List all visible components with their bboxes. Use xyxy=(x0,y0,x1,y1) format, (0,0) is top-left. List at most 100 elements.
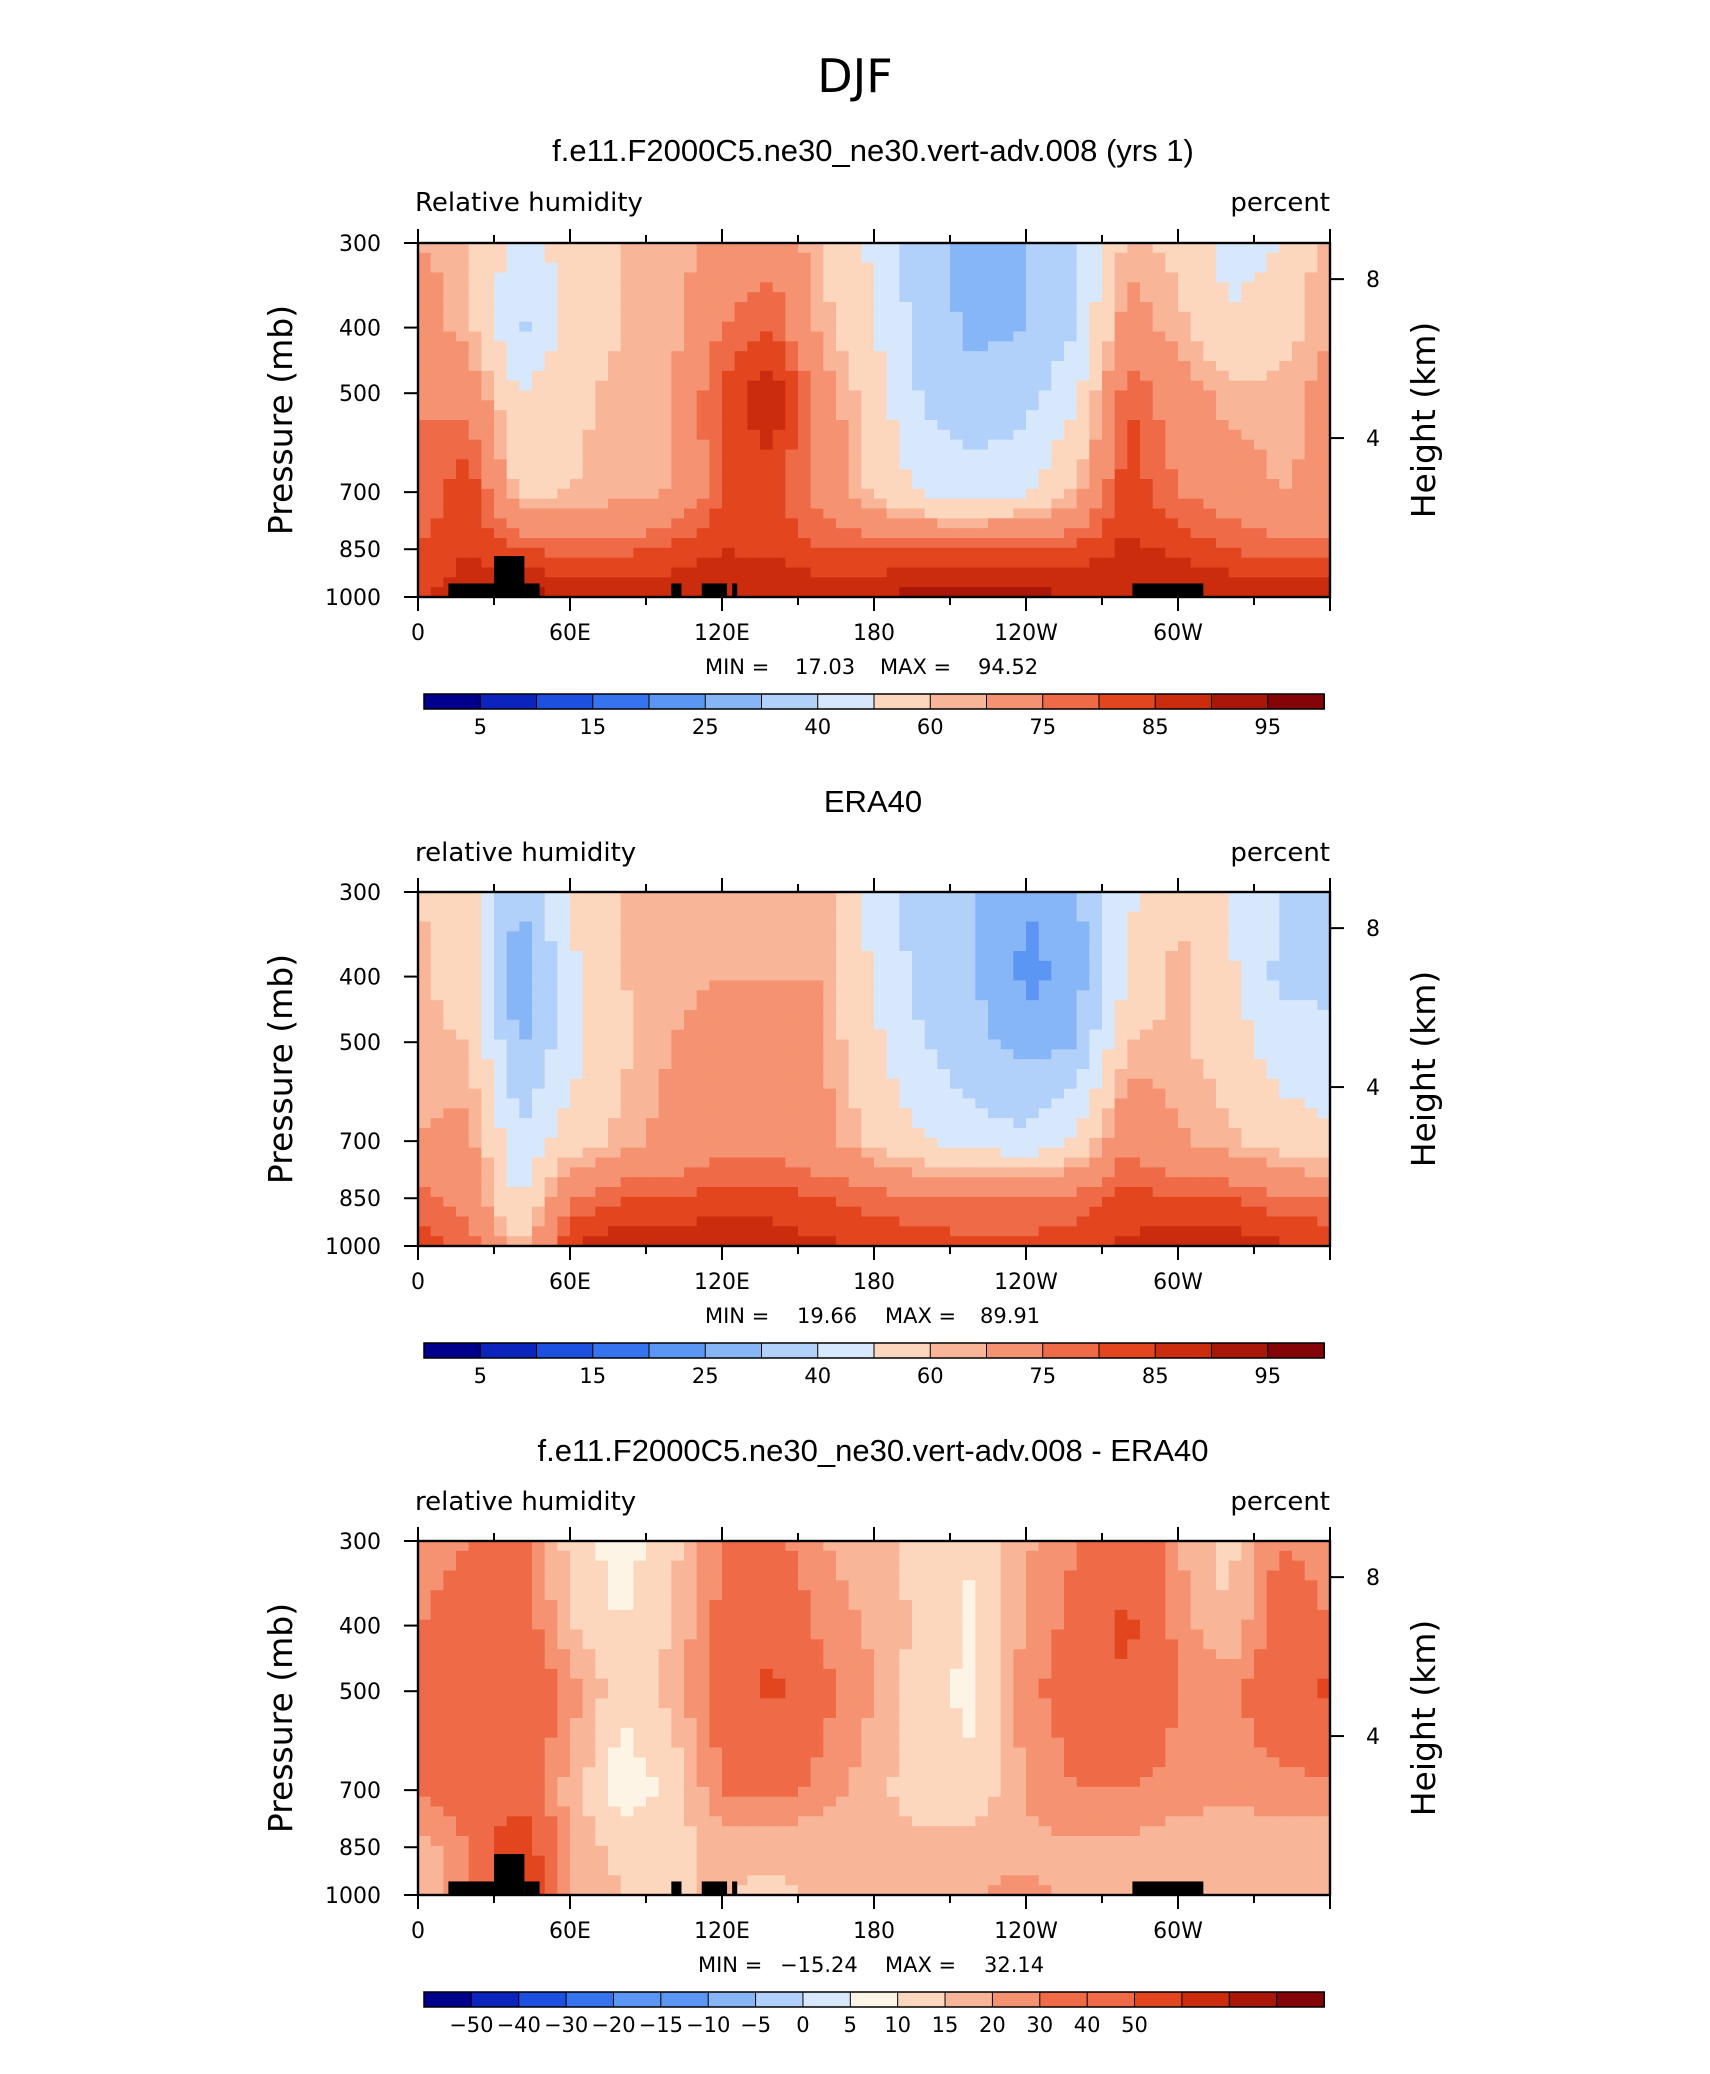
field-cell xyxy=(532,931,546,942)
field-cell xyxy=(646,941,660,952)
field-cell xyxy=(1000,1177,1014,1188)
field-cell xyxy=(1190,302,1204,313)
field-cell xyxy=(1178,439,1192,451)
field-cell xyxy=(1026,272,1040,283)
field-cell xyxy=(912,262,926,274)
field-cell xyxy=(886,901,900,913)
field-cell xyxy=(810,262,824,274)
field-cell xyxy=(874,931,888,942)
field-cell xyxy=(620,980,634,991)
field-cell xyxy=(734,1147,748,1159)
field-cell xyxy=(772,380,786,392)
field-cell xyxy=(823,1059,837,1070)
field-cell xyxy=(443,1137,457,1149)
field-cell xyxy=(836,341,850,352)
field-cell xyxy=(924,1069,938,1080)
field-cell xyxy=(1266,449,1280,460)
field-cell xyxy=(899,1137,913,1149)
field-cell xyxy=(570,1157,584,1168)
field-cell xyxy=(494,479,508,490)
field-cell xyxy=(798,567,812,578)
field-cell xyxy=(1279,1118,1293,1129)
field-cell xyxy=(1241,941,1255,952)
field-cell xyxy=(633,931,647,942)
field-cell xyxy=(924,361,938,372)
field-cell xyxy=(595,302,609,313)
field-cell xyxy=(671,557,685,569)
field-cell xyxy=(1114,960,1128,972)
field-cell xyxy=(810,488,824,500)
field-cell xyxy=(962,518,976,529)
field-cell xyxy=(1228,980,1242,991)
field-cell xyxy=(747,1098,761,1109)
field-cell xyxy=(1292,1177,1306,1188)
field-cell xyxy=(734,311,748,323)
field-cell xyxy=(798,351,812,362)
field-cell xyxy=(1190,508,1204,519)
field-cell xyxy=(456,459,470,470)
field-cell xyxy=(861,1187,875,1198)
field-cell xyxy=(760,901,774,913)
field-cell xyxy=(886,980,900,991)
field-cell xyxy=(582,557,596,569)
field-cell xyxy=(950,970,964,982)
field-cell xyxy=(456,1167,470,1178)
field-cell xyxy=(671,272,685,283)
field-cell xyxy=(798,1049,812,1060)
field-cell xyxy=(1241,361,1255,372)
field-cell xyxy=(557,1147,571,1159)
field-cell xyxy=(772,292,786,303)
field-cell xyxy=(785,390,799,401)
field-cell xyxy=(1228,1147,1242,1159)
field-cell xyxy=(1292,951,1306,962)
field-cell xyxy=(1304,439,1318,451)
field-cell xyxy=(430,528,444,539)
field-cell xyxy=(747,1177,761,1188)
field-cell xyxy=(430,1187,444,1198)
field-cell xyxy=(658,321,672,333)
field-cell xyxy=(924,351,938,362)
field-cell xyxy=(1026,262,1040,274)
field-cell xyxy=(506,960,520,972)
field-cell xyxy=(658,1118,672,1129)
field-cell xyxy=(760,1088,774,1100)
field-cell xyxy=(734,272,748,283)
field-cell xyxy=(1102,331,1116,342)
field-cell xyxy=(481,479,495,490)
field-cell xyxy=(975,577,989,588)
field-cell xyxy=(1140,390,1154,401)
field-cell xyxy=(1178,970,1192,982)
field-cell xyxy=(1038,1147,1052,1159)
field-cell xyxy=(1178,331,1192,342)
field-cell xyxy=(557,1000,571,1011)
field-cell xyxy=(1114,390,1128,401)
field-cell xyxy=(1228,469,1242,480)
field-cell xyxy=(544,1167,558,1178)
field-cell xyxy=(772,410,786,421)
field-cell xyxy=(772,449,786,460)
field-cell xyxy=(1228,449,1242,460)
field-cell xyxy=(570,1187,584,1198)
field-cell xyxy=(519,990,533,1001)
field-cell xyxy=(1317,292,1331,303)
field-cell xyxy=(937,921,951,932)
field-cell xyxy=(760,1010,774,1021)
field-cell xyxy=(1266,1157,1280,1168)
field-cell xyxy=(633,970,647,982)
field-cell xyxy=(1152,380,1166,392)
field-cell xyxy=(1140,400,1154,411)
field-cell xyxy=(544,272,558,283)
field-cell xyxy=(709,370,723,382)
field-cell xyxy=(722,1108,736,1119)
field-cell xyxy=(912,577,926,588)
field-cell xyxy=(443,1039,457,1050)
field-cell xyxy=(595,272,609,283)
field-cell xyxy=(760,1137,774,1149)
field-cell xyxy=(595,390,609,401)
field-cell xyxy=(1254,1010,1268,1021)
height-tick-label: 8 xyxy=(1366,268,1380,293)
field-cell xyxy=(1038,1187,1052,1198)
field-cell xyxy=(1000,311,1014,323)
field-cell xyxy=(912,911,926,923)
field-cell xyxy=(557,1098,571,1109)
